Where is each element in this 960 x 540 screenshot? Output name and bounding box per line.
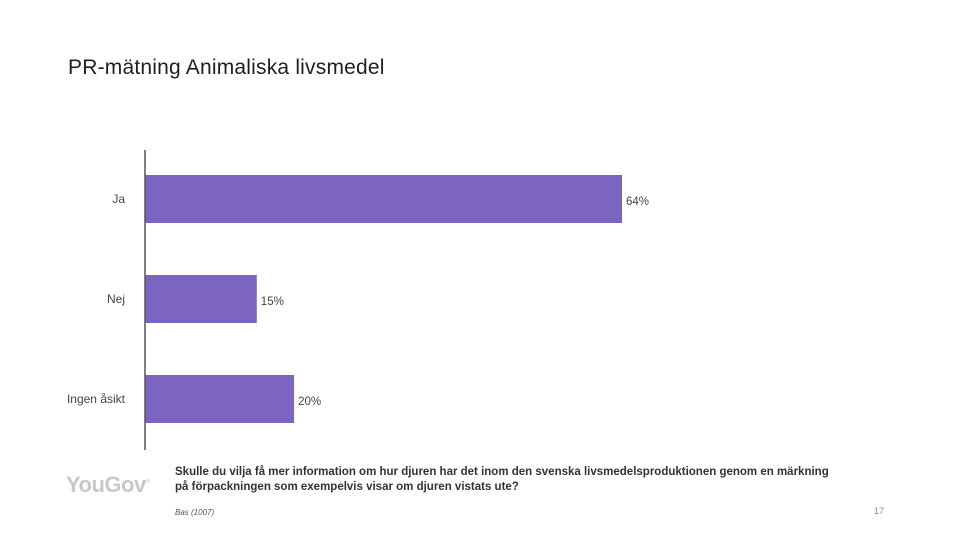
bar-2 <box>145 375 295 423</box>
category-label: Nej <box>107 292 125 306</box>
survey-question: Skulle du vilja få mer information om hu… <box>175 466 829 493</box>
bar-0 <box>145 175 622 223</box>
bars-layer: Ja 64% Nej 15% Ingen åsikt 20% <box>67 175 649 423</box>
value-label: 15% <box>261 296 284 308</box>
category-label: Ja <box>112 192 125 206</box>
yougov-logo: YouGov® <box>66 472 150 497</box>
page-number: 17 <box>874 506 885 516</box>
category-label: Ingen åsikt <box>67 392 126 406</box>
value-label: 20% <box>298 396 321 408</box>
base-count: Bas (1007) <box>175 508 215 517</box>
bar-1 <box>145 275 257 323</box>
value-label: 64% <box>626 196 649 208</box>
page-title: PR-mätning Animaliska livsmedel <box>68 56 385 79</box>
